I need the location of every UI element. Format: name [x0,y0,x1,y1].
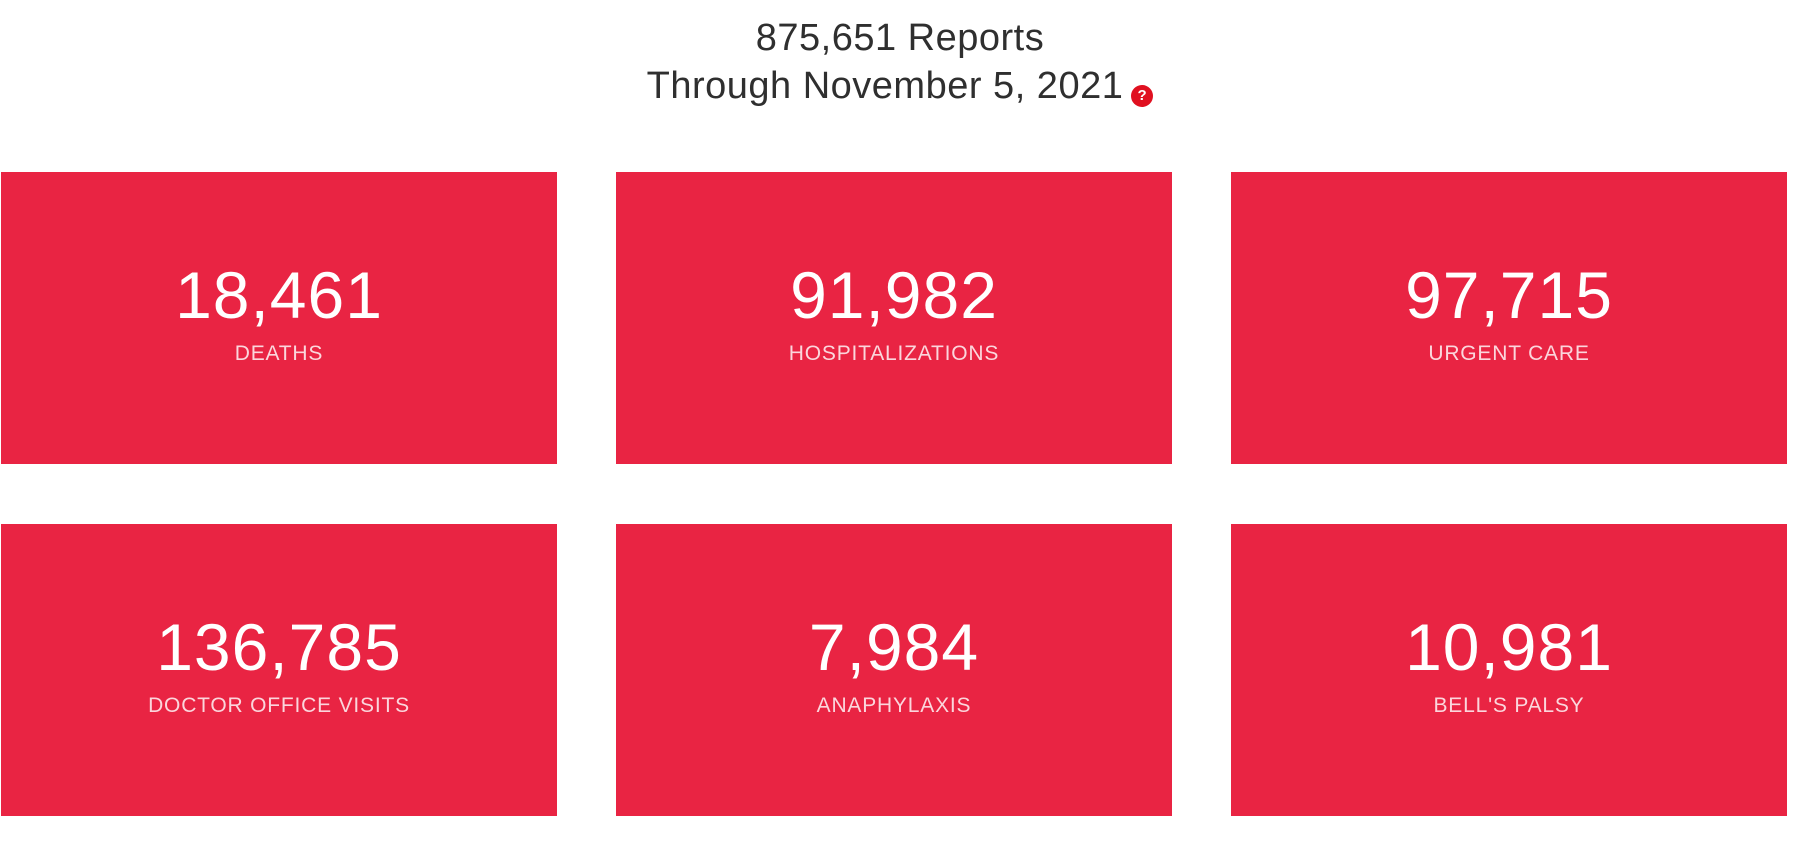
report-date-text: Through November 5, 2021 [646,65,1124,107]
stat-value: 7,984 [808,610,980,684]
stat-label: DEATHS [234,342,324,365]
stat-label: HOSPITALIZATIONS [788,342,1000,365]
stat-label: ANAPHYLAXIS [816,694,972,717]
stat-value: 10,981 [1405,610,1613,684]
stat-value: 91,982 [790,258,998,332]
stat-card-doctor-office-visits[interactable]: 136,785 DOCTOR OFFICE VISITS [1,524,557,816]
stat-label: DOCTOR OFFICE VISITS [148,694,410,717]
stat-value: 18,461 [175,258,383,332]
stat-label: BELL'S PALSY [1433,694,1585,717]
stat-card-urgent-care[interactable]: 97,715 URGENT CARE [1231,172,1787,464]
stat-card-bells-palsy[interactable]: 10,981 BELL'S PALSY [1231,524,1787,816]
stat-value: 97,715 [1405,258,1613,332]
total-reports-count: 875,651 Reports [755,17,1045,59]
stats-grid: 18,461 DEATHS 91,982 HOSPITALIZATIONS 97… [1,172,1787,816]
stat-label: URGENT CARE [1428,342,1590,365]
question-circle-icon[interactable]: ? [1131,85,1154,107]
stat-card-hospitalizations[interactable]: 91,982 HOSPITALIZATIONS [616,172,1172,464]
stat-card-anaphylaxis[interactable]: 7,984 ANAPHYLAXIS [616,524,1172,816]
report-date-line: Through November 5, 2021? [0,62,1800,110]
stat-value: 136,785 [156,610,402,684]
stat-card-deaths[interactable]: 18,461 DEATHS [1,172,557,464]
report-summary-header: 875,651 Reports Through November 5, 2021… [0,14,1800,110]
